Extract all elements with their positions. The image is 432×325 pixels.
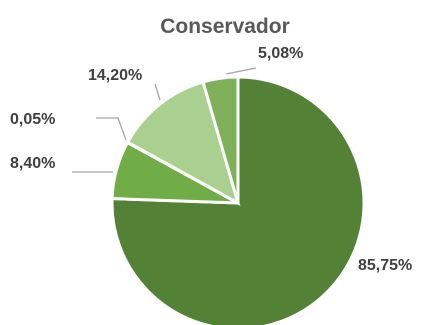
- data-label-5: 5,08%: [258, 45, 303, 62]
- leader-line-5: [225, 67, 257, 75]
- data-label-2: 8,40%: [10, 155, 55, 172]
- data-label-3: 0,05%: [10, 111, 55, 128]
- pie-slice-5: [201, 75, 240, 204]
- leader-line-3: [96, 117, 127, 141]
- data-label-1: 85,75%: [358, 257, 412, 274]
- leader-line-4: [154, 83, 161, 101]
- data-label-4: 14,20%: [88, 67, 142, 84]
- chart-title: Conservador: [160, 15, 290, 38]
